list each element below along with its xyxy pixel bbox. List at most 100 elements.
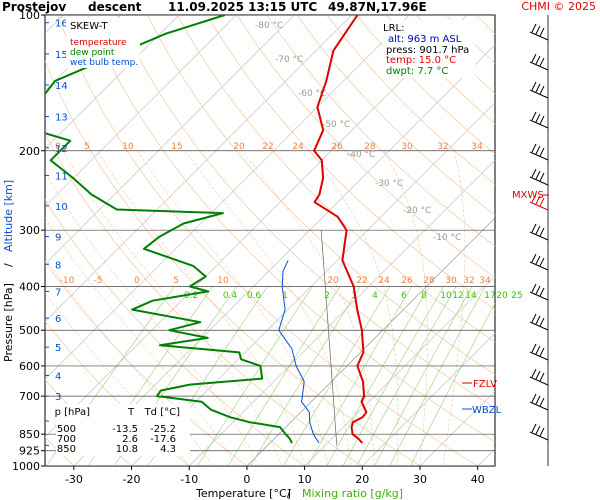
pressure-tick-label: 500 (19, 324, 40, 337)
wind-barb (529, 81, 549, 99)
table-cell: 850 (57, 444, 76, 455)
isotherm-label: -10 °C (433, 233, 461, 243)
pressure-tick-label: 100 (19, 9, 40, 22)
x-axis-label-secondary: Mixing ratio [g/kg] (302, 487, 403, 500)
legend-dew-point: dew point (70, 48, 115, 58)
isotherm-line (45, 15, 179, 150)
copyright: CHMI © 2025 (521, 0, 596, 13)
wind-barb (529, 111, 549, 129)
legend-wet-bulb: wet bulb temp. (70, 58, 138, 68)
header-coords: 49.87N,17.96E (328, 0, 427, 14)
altitude-tick-label: 4 (55, 372, 61, 383)
table-cell: 4.3 (160, 444, 176, 455)
isotherm-label: -70 °C (275, 55, 303, 65)
y-axis-label: Pressure [hPa] (2, 283, 15, 362)
levels-table-bg (56, 404, 190, 456)
pressure-tick-label: 850 (19, 428, 40, 441)
altitude-tick-label: 7 (55, 287, 61, 298)
mixing-ratio-label: 1 (282, 291, 288, 301)
y-axis-label-separator: / (2, 263, 15, 267)
theta-label: 22 (262, 142, 273, 152)
legend: SKEW-T temperature dew point wet bulb te… (66, 18, 140, 68)
altitude-tick-label: 12 (55, 144, 68, 155)
isotherm-line (45, 15, 237, 207)
theta-label: 10 (122, 142, 134, 152)
dry-adiabat (57, 15, 479, 466)
marker-fzlv: FZLV (473, 379, 497, 390)
pressure-tick-label: 1000 (12, 460, 40, 473)
isotherm-label: -30 °C (375, 179, 403, 189)
dry-adiabat (45, 132, 363, 466)
isotherm-line (304, 275, 495, 466)
thetae-label: -10 (60, 276, 75, 286)
pressure-tick-label: 925 (19, 445, 40, 458)
parcel-line (320, 230, 338, 446)
theta-label: 15 (171, 142, 182, 152)
isotherm-label: -80 °C (255, 21, 283, 31)
mixing-ratio-label: 10 (440, 291, 452, 301)
mixing-ratio-label: 6 (401, 291, 407, 301)
dry-adiabat (177, 15, 495, 343)
wind-barb (529, 23, 549, 41)
theta-label: 28 (364, 142, 376, 152)
mixing-ratio-label: 4 (372, 291, 378, 301)
dry-adiabat (45, 198, 306, 466)
altitude-tick-label: 15 (55, 50, 68, 61)
altitude-tick-label: 11 (55, 172, 68, 183)
x-tick-label: 20 (355, 473, 369, 486)
table-cell: -25.2 (150, 424, 176, 435)
isotherm-line (45, 15, 410, 380)
wind-barb (529, 223, 549, 241)
dry-adiabat (266, 15, 495, 247)
theta-label: 32 (437, 142, 448, 152)
mixing-ratio-label: 0.2 (184, 291, 198, 301)
x-axis-label: Temperature [°C] (195, 487, 291, 500)
series-dew-point (45, 15, 293, 444)
thetae-label: 28 (423, 276, 435, 286)
x-tick-label: -30 (65, 473, 83, 486)
theta-label: 26 (331, 142, 343, 152)
thetae-label: 20 (327, 276, 339, 286)
background-labels: -80 °C -70 °C -60 °C -50 °C -40 °C -30 °C -20 … (55, 21, 523, 301)
plot-area (44, 14, 496, 467)
thetae-label: 34 (479, 276, 491, 286)
x-tick-label: 30 (413, 473, 427, 486)
isotherm-line (73, 44, 495, 466)
altitude-tick-label: 8 (55, 260, 61, 271)
mixing-ratio-label: 0.4 (223, 291, 238, 301)
altitude-tick-label: 16 (55, 19, 68, 30)
isotherm-label: -20 °C (403, 206, 431, 216)
x-axis-label-separator: / (287, 487, 291, 500)
lrl-temp: temp: 15.0 °C (386, 55, 456, 66)
wind-barb (529, 143, 549, 161)
wind-barb (529, 423, 549, 441)
table-cell: 10.8 (116, 444, 138, 455)
dry-adiabat (296, 15, 495, 216)
thetae-label: 22 (356, 276, 367, 286)
wind-barb (529, 283, 549, 301)
marker-mxws: MXWS (512, 190, 544, 201)
wind-barb (529, 393, 549, 411)
table-header-t: T (127, 407, 135, 418)
isotherm-line (246, 217, 495, 466)
wind-barb (529, 193, 549, 211)
x-tick-label: -20 (123, 473, 141, 486)
pressure-tick-label: 700 (19, 390, 40, 403)
mixing-ratio-label: 14 (465, 291, 477, 301)
thetae-label: 24 (378, 276, 390, 286)
isotherm-line (45, 15, 122, 92)
altitude-tick-label: 14 (55, 81, 68, 92)
pressure-tick-label: 200 (19, 145, 40, 158)
altitude-tick-label: 3 (55, 392, 61, 403)
mixing-ratio-label: 3 (351, 291, 357, 301)
thetae-label: 30 (445, 276, 457, 286)
theta-label: 5 (84, 142, 90, 152)
dry-adiabat (45, 436, 75, 466)
mixing-ratio-label: 0.6 (247, 291, 262, 301)
lrl-press: press: 901.7 hPa (386, 45, 469, 56)
altitude-tick-label: 9 (55, 233, 61, 244)
wind-barb (529, 253, 549, 271)
table-header-td: Td [°C] (144, 407, 181, 418)
legend-temperature: temperature (70, 38, 127, 48)
